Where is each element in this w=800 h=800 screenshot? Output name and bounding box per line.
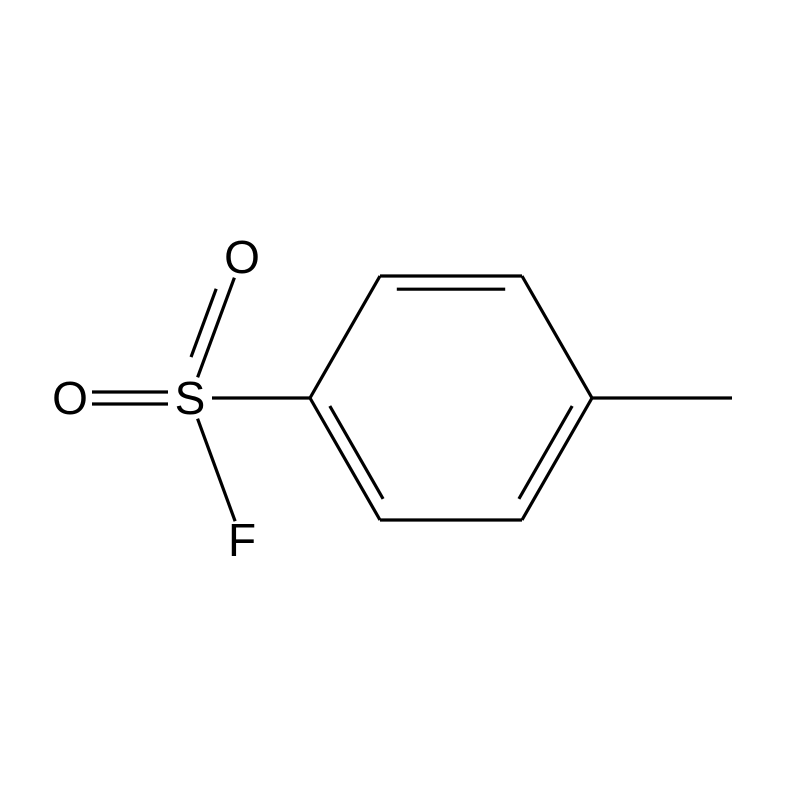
- atom-S: S: [175, 372, 206, 424]
- atom-O_up: O: [224, 231, 260, 283]
- molecule-diagram: S O O F: [0, 0, 800, 800]
- atom-O_left: O: [52, 372, 88, 424]
- atom-F: F: [228, 514, 256, 566]
